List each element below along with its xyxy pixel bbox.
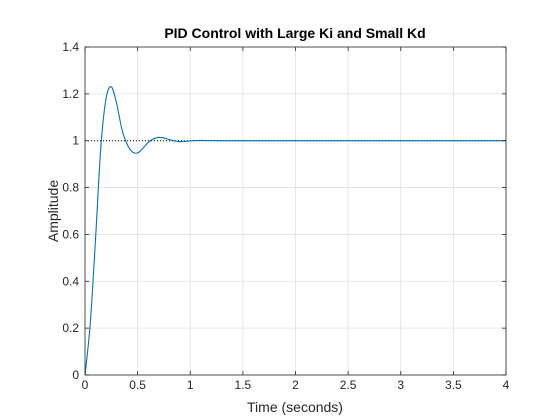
y-tick-label: 0	[72, 368, 79, 382]
x-tick-label: 1	[187, 378, 194, 392]
x-tick-label: 1.5	[235, 378, 252, 392]
y-tick-label: 0.8	[62, 181, 79, 195]
y-tick-label: 1	[72, 134, 79, 148]
y-tick-label: 0.2	[62, 321, 79, 335]
y-tick-label: 0.6	[62, 227, 79, 241]
x-tick-label: 2.5	[340, 378, 357, 392]
y-tick-label: 1.2	[62, 87, 79, 101]
x-axis-label: Time (seconds)	[247, 399, 343, 415]
chart-title: PID Control with Large Ki and Small Kd	[164, 25, 425, 41]
y-tick-label: 0.4	[62, 274, 79, 288]
x-tick-label: 4	[503, 378, 510, 392]
x-tick-label: 2	[292, 378, 299, 392]
y-tick-label: 1.4	[62, 40, 79, 54]
x-tick-label: 0	[82, 378, 89, 392]
x-tick-label: 3	[397, 378, 404, 392]
x-tick-label: 0.5	[129, 378, 146, 392]
x-tick-label: 3.5	[445, 378, 462, 392]
y-axis-label: Amplitude	[45, 180, 61, 242]
